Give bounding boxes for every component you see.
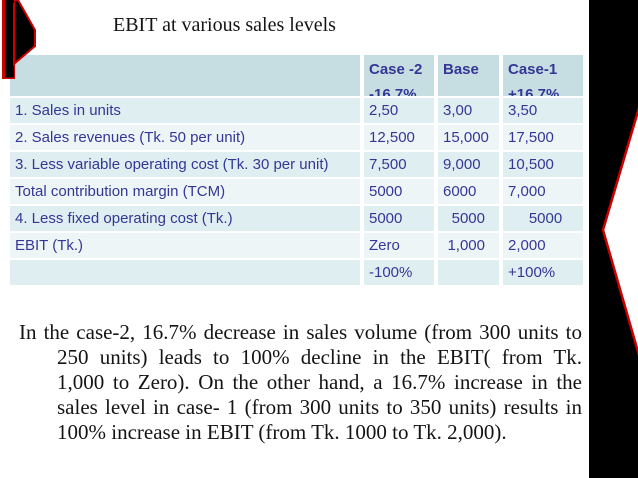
cell-case2: 12,500 [364, 125, 434, 150]
cell-case2: 2,50 [364, 98, 434, 123]
row-label: Total contribution margin (TCM) [10, 179, 360, 204]
row-label [10, 260, 360, 285]
cell-case1: 5000 [503, 206, 583, 231]
cell-case1: 17,500 [503, 125, 583, 150]
paragraph-line: sales level in case- 1 (from 300 units t… [57, 395, 582, 419]
table-header-empty [10, 55, 360, 96]
cell-case2: -100% [364, 260, 434, 285]
table-header-case2: Case -2 -16.7% [364, 55, 434, 96]
row-label: 3. Less variable operating cost (Tk. 30 … [10, 152, 360, 177]
ebit-table: Case -2 -16.7% Base Case-1 +16.7% 1. Sal… [10, 55, 583, 285]
row-label: 2. Sales revenues (Tk. 50 per unit) [10, 125, 360, 150]
cell-case2: 5000 [364, 206, 434, 231]
explanation-paragraph: In the case-2, 16.7% decrease in sales v… [19, 320, 582, 445]
table-header-base: Base [438, 55, 499, 96]
cell-base: 9,000 [438, 152, 499, 177]
cell-base: 1,000 [438, 233, 499, 258]
cell-case1: 2,000 [503, 233, 583, 258]
cell-case2: Zero [364, 233, 434, 258]
cell-case1: 3,50 [503, 98, 583, 123]
cell-case1: 7,000 [503, 179, 583, 204]
row-label: EBIT (Tk.) [10, 233, 360, 258]
cell-case1: +100% [503, 260, 583, 285]
header-case2-line2: -16.7% [369, 86, 417, 96]
row-label: 1. Sales in units [10, 98, 360, 123]
header-case1-line2: +16.7% [508, 86, 560, 96]
cell-case2: 7,500 [364, 152, 434, 177]
right-accent-shape [589, 0, 638, 478]
left-accent-shape [2, 0, 36, 79]
cell-case1: 10,500 [503, 152, 583, 177]
cell-base: 3,00 [438, 98, 499, 123]
cell-base [438, 260, 499, 285]
table-header-case1: Case-1 +16.7% [503, 55, 583, 96]
cell-base: 6000 [438, 179, 499, 204]
paragraph-line: In the case-2, 16.7% decrease in sales v… [19, 320, 582, 344]
header-case2-line1: Case -2 [369, 61, 423, 78]
paragraph-line: 1,000 to Zero). On the other hand, a 16.… [57, 370, 582, 394]
cell-case2: 5000 [364, 179, 434, 204]
header-case1-line1: Case-1 [508, 61, 558, 78]
paragraph-line: 250 units) leads to 100% decline in the … [57, 345, 582, 369]
slide-title: EBIT at various sales levels [113, 14, 336, 36]
cell-base: 5000 [438, 206, 499, 231]
cell-base: 15,000 [438, 125, 499, 150]
header-base-line1: Base [443, 61, 479, 78]
row-label: 4. Less fixed operating cost (Tk.) [10, 206, 360, 231]
paragraph-line: 100% increase in EBIT (from Tk. 1000 to … [57, 420, 507, 444]
